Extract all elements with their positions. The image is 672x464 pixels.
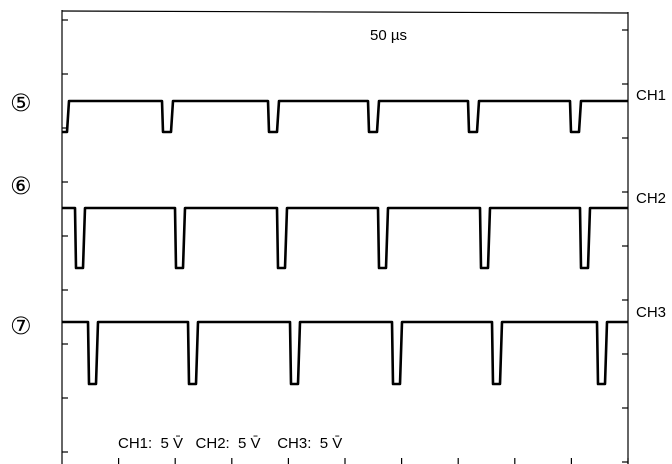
marker: ⑤ [10,89,32,117]
waveform [62,99,628,134]
waveform [62,320,628,386]
marker: ⑥ [10,172,32,200]
channel-label: CH1 [636,87,666,104]
top-border [61,10,629,14]
timebase-label: 50 µs [370,27,407,44]
waveform [62,206,628,270]
marker: ⑦ [10,312,32,340]
channel-label: CH2 [636,190,666,207]
channel-label: CH3 [636,304,666,321]
channel-settings: CH1: 5 V̄ CH2: 5 V̄ CH3: 5 V̄ [118,435,342,452]
frame [61,10,629,464]
